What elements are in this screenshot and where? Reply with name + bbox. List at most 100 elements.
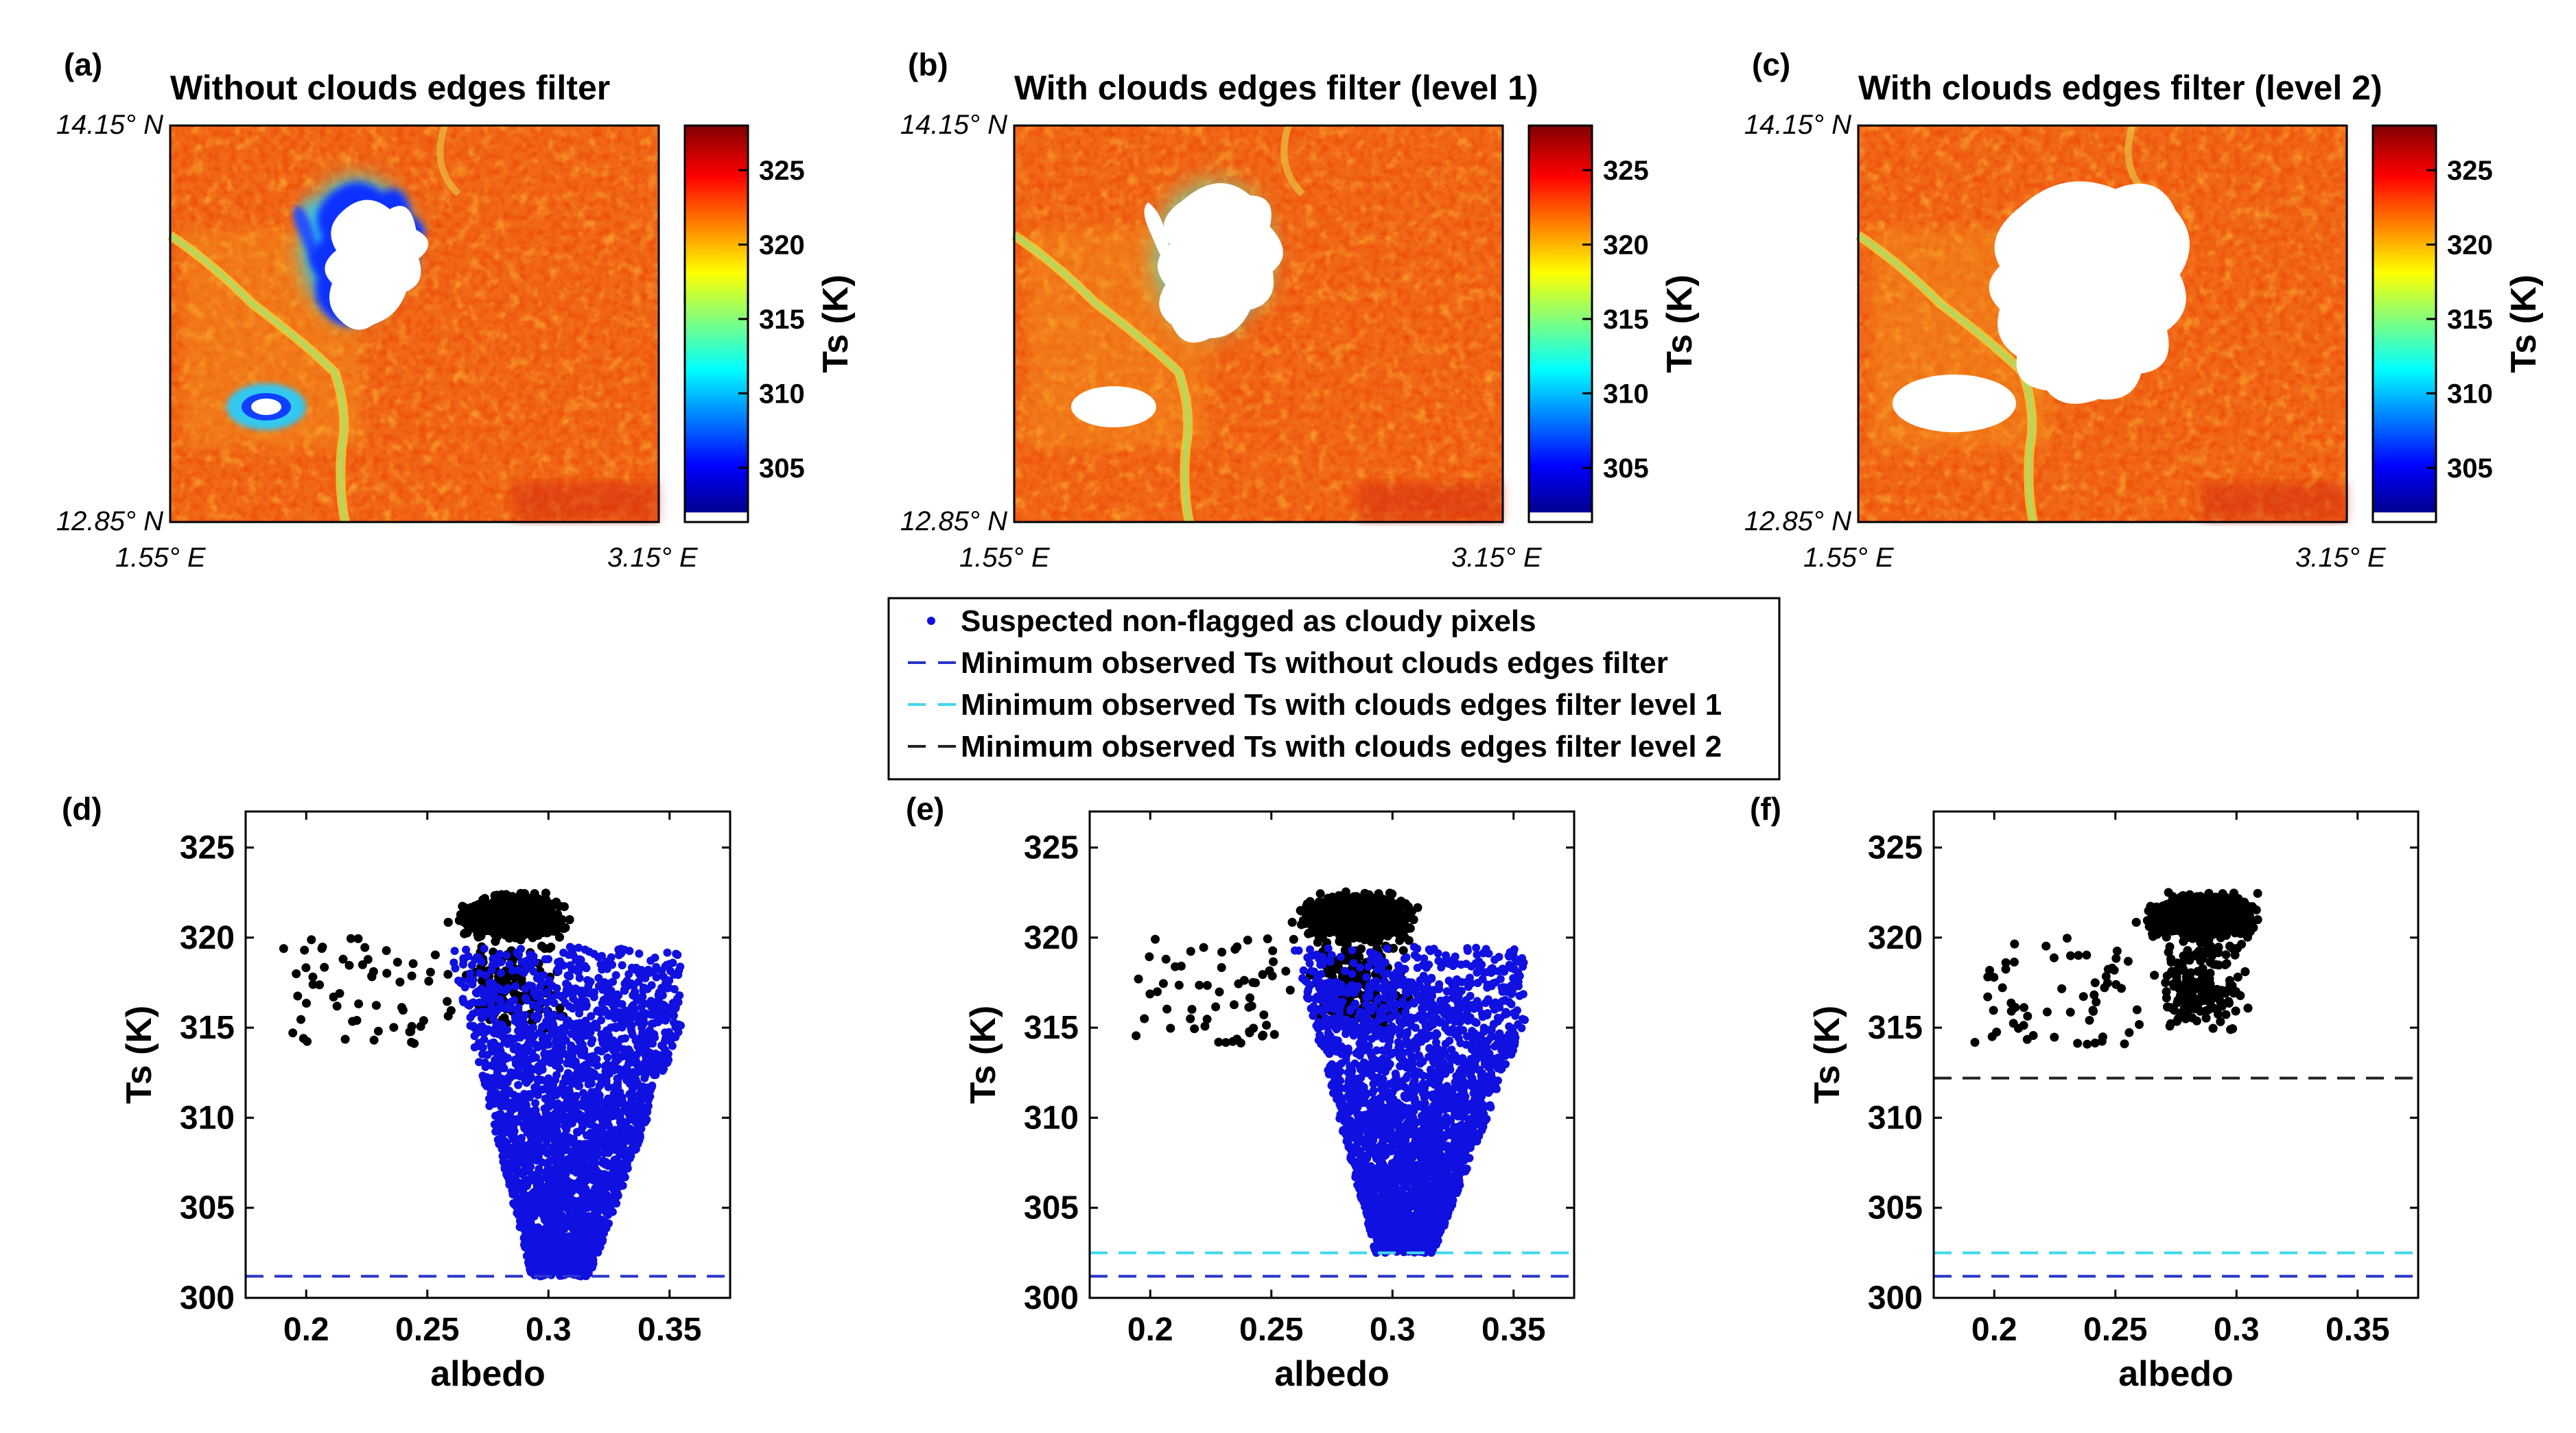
colorbar-gradient <box>1529 126 1592 512</box>
point-clear <box>353 934 363 943</box>
point-suspected <box>542 1006 551 1015</box>
cloud-mask <box>1157 183 1283 343</box>
point-clear <box>395 978 405 987</box>
point-suspected <box>470 1043 479 1052</box>
point-clear <box>393 958 402 967</box>
legend-label: Minimum observed Ts with clouds edges fi… <box>961 730 1722 763</box>
colorbar-tick-label: 315 <box>759 305 805 335</box>
river <box>436 124 461 197</box>
point-clear <box>354 999 364 1008</box>
point-clear <box>335 988 344 998</box>
colorbar-tick-label: 320 <box>1603 230 1649 261</box>
colorbar-label: Ts (K) <box>2504 274 2544 372</box>
point-clear <box>416 1021 425 1031</box>
point-clear <box>279 944 288 954</box>
colorbar-frame <box>683 124 749 523</box>
point-clear <box>397 1003 406 1012</box>
point-clear <box>407 971 417 981</box>
point-clear <box>514 898 524 908</box>
point-clear <box>307 935 316 945</box>
colorbar-tick-label: 305 <box>2447 453 2493 484</box>
point-suspected <box>603 1053 612 1062</box>
point-suspected <box>579 962 588 971</box>
point-suspected <box>588 1035 597 1044</box>
legend: Suspected non-flagged as cloudy pixelsMi… <box>887 597 1781 781</box>
legend-label: Minimum observed Ts with clouds edges fi… <box>961 688 1722 722</box>
point-clear <box>460 928 470 938</box>
point-clear <box>317 944 327 954</box>
point-clear <box>425 967 435 977</box>
point-clear <box>363 955 373 964</box>
map-frame <box>169 124 660 523</box>
point-clear <box>407 1021 417 1031</box>
map-title: With clouds edges filter (level 2) <box>1858 69 2382 107</box>
point-clear <box>443 918 453 927</box>
point-clear <box>371 1001 381 1010</box>
point-clear <box>360 943 370 952</box>
point-clear <box>541 925 550 934</box>
point-clear <box>469 923 478 932</box>
point-clear <box>443 1011 453 1021</box>
lon-right-label: 3.15° E <box>607 543 699 573</box>
colorbar-tick-label: 305 <box>759 453 805 484</box>
legend-marker-dot <box>927 617 935 625</box>
panel-label: (d) <box>62 791 102 827</box>
point-clear <box>528 907 537 916</box>
point-suspected <box>480 945 489 953</box>
cloud-group <box>226 165 429 430</box>
colorbar-tick-label: 310 <box>759 379 805 409</box>
map-panel-2: (b)With clouds edges filter (level 1)14.… <box>900 47 1700 573</box>
lat-bottom-label: 12.85° N <box>900 506 1007 536</box>
point-suspected <box>651 954 659 962</box>
point-clear <box>332 1002 342 1011</box>
point-clear <box>565 915 574 925</box>
point-clear <box>369 1035 379 1045</box>
map-hot-area <box>2201 482 2347 522</box>
point-suspected <box>574 1082 583 1091</box>
point-clear <box>555 923 565 933</box>
point-clear <box>408 959 418 969</box>
point-suspected <box>643 984 652 993</box>
point-clear <box>352 1016 362 1025</box>
point-clear <box>540 944 550 954</box>
point-suspected <box>618 961 627 970</box>
point-clear <box>303 1037 312 1046</box>
point-clear <box>382 946 391 956</box>
river-core <box>1013 233 1191 523</box>
map-frame <box>1857 124 2348 523</box>
cloud-group <box>1893 181 2190 432</box>
cloud-mask <box>1989 181 2190 404</box>
point-suspected <box>565 943 574 951</box>
small-cloud <box>251 399 281 415</box>
colorbar-tick-label: 320 <box>759 230 805 261</box>
scatter-panels: (d)0.2 0.25 0.3 0.35300305310315320325albed… <box>62 791 2420 1394</box>
point-clear <box>554 932 564 942</box>
map-frame <box>1013 124 1504 523</box>
point-clear <box>344 960 354 970</box>
point-clear <box>454 916 464 925</box>
lon-right-label: 3.15° E <box>2295 543 2387 573</box>
point-clear <box>479 912 489 922</box>
point-suspected <box>509 1200 518 1209</box>
point-clear <box>541 895 551 904</box>
map-hot-area <box>513 482 659 522</box>
map-hot-area <box>1357 482 1503 522</box>
point-clear <box>492 916 502 925</box>
colorbar-tick-label: 320 <box>2447 230 2493 261</box>
cloud-group <box>1071 166 1286 427</box>
colorbar-gradient <box>685 126 748 512</box>
point-suspected <box>473 953 482 962</box>
legend-label: Minimum observed Ts without clouds edges… <box>961 646 1668 680</box>
point-clear <box>498 902 508 912</box>
point-clear <box>389 1023 399 1032</box>
lat-top-label: 14.15° N <box>56 110 163 140</box>
point-suspected <box>575 973 584 982</box>
map-title: Without clouds edges filter <box>170 69 610 107</box>
point-clear <box>424 976 434 986</box>
point-suspected <box>663 948 672 957</box>
